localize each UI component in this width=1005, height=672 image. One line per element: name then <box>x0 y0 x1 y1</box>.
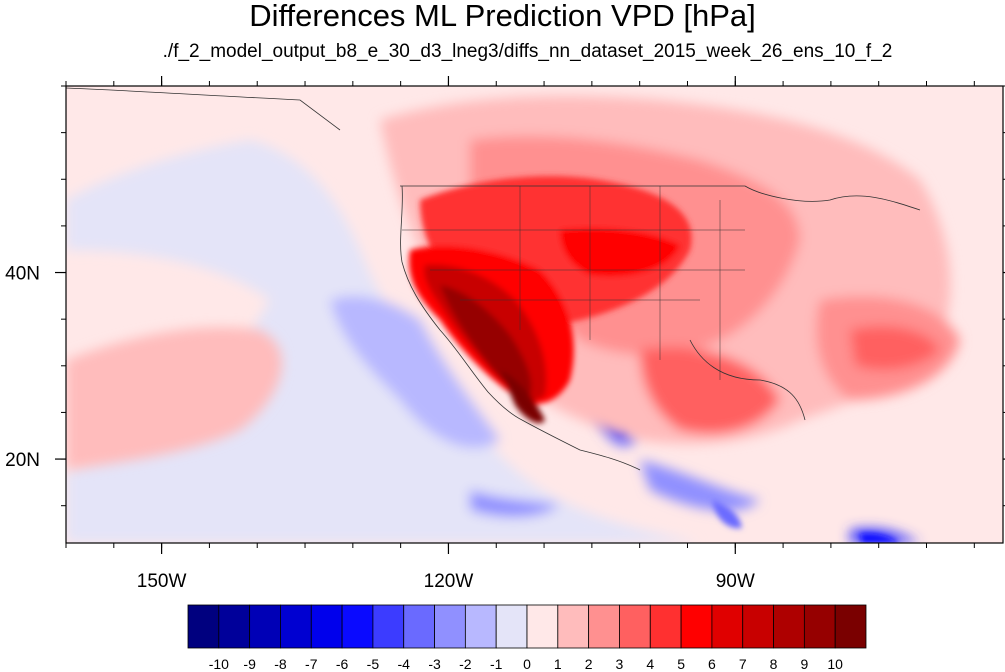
lat-tick-label: 40N <box>5 264 40 285</box>
colorbar-swatch <box>310 604 343 649</box>
colorbar-label: 4 <box>646 656 654 672</box>
map-frame <box>65 85 1004 544</box>
colorbar-label: 8 <box>770 656 778 672</box>
colorbar-label: 10 <box>827 656 843 672</box>
colorbar-label: 2 <box>585 656 593 672</box>
colorbar-label: 3 <box>616 656 624 672</box>
colorbar-swatch <box>372 604 405 649</box>
colorbar-swatch <box>711 604 744 649</box>
colorbar-swatch <box>464 604 497 649</box>
colorbar-swatch <box>557 604 590 649</box>
colorbar-label: -6 <box>336 656 349 672</box>
colorbar-swatch <box>588 604 620 649</box>
colorbar-label: -3 <box>428 656 441 672</box>
map-title: Differences ML Prediction VPD [hPa] <box>249 0 756 33</box>
state-borders <box>402 186 745 380</box>
colorbar-swatch <box>280 604 312 649</box>
map-subtitle: ./f_2_model_output_b8_e_30_d3_lneg3/diff… <box>162 41 893 62</box>
lon-tick-label: 90W <box>716 571 755 592</box>
colorbar-swatch <box>649 604 682 649</box>
colorbar-label: -1 <box>490 656 503 672</box>
colorbar-label: -10 <box>209 656 229 672</box>
colorbar-label: 0 <box>523 656 531 672</box>
colorbar <box>187 604 867 649</box>
colorbar-label: -4 <box>398 656 411 672</box>
colorbar-label: -8 <box>274 656 287 672</box>
axis-ticks <box>55 76 1005 554</box>
axis-labels: 150W 120W 90W 40N 20N <box>5 264 755 592</box>
colorbar-swatch <box>526 604 559 649</box>
colorbar-label: -2 <box>459 656 472 672</box>
coastlines <box>66 87 921 471</box>
colorbar-swatch <box>619 604 651 649</box>
colorbar-swatch <box>341 604 374 649</box>
colorbar-swatch <box>742 604 774 649</box>
colorbar-label: 6 <box>708 656 716 672</box>
vpd-field <box>66 86 1003 543</box>
colorbar-label: -5 <box>367 656 380 672</box>
lat-tick-label: 20N <box>5 450 40 471</box>
western-us-hotspot <box>409 176 692 424</box>
colorbar-label: 9 <box>800 656 808 672</box>
colorbar-swatch <box>495 604 528 649</box>
colorbar-swatch <box>434 604 466 649</box>
colorbar-label: 1 <box>554 656 562 672</box>
colorbar-label: -7 <box>305 656 318 672</box>
lon-tick-label: 150W <box>137 571 187 592</box>
colorbar-label: -9 <box>243 656 256 672</box>
colorbar-swatch <box>403 604 435 649</box>
colorbar-swatch <box>187 604 220 649</box>
lon-tick-label: 120W <box>424 571 474 592</box>
colorbar-swatch <box>773 604 805 649</box>
colorbar-swatch <box>803 604 836 649</box>
colorbar-labels: -10 -9 -8 -7 -6 -5 -4 -3 -2 -1 0 1 2 3 4 5 6 7 8 9 10 <box>209 656 843 672</box>
colorbar-swatch <box>834 604 867 649</box>
colorbar-label: 7 <box>739 656 747 672</box>
colorbar-swatch <box>218 604 251 649</box>
colorbar-label: 5 <box>677 656 685 672</box>
colorbar-swatch <box>680 604 713 649</box>
colorbar-swatch <box>249 604 281 649</box>
